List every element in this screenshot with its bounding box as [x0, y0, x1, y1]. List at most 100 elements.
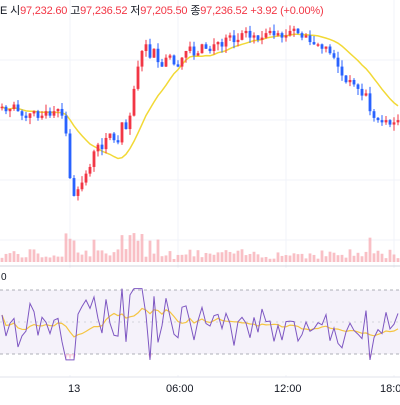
volume-bar	[228, 251, 232, 262]
candle-body	[384, 120, 388, 123]
candle-body	[160, 62, 164, 67]
volume-bar	[300, 253, 304, 262]
volume-bar	[308, 253, 312, 262]
volume-bar	[72, 240, 76, 262]
volume-bar	[376, 250, 380, 262]
main-pane[interactable]	[0, 0, 400, 262]
candle-body	[240, 33, 244, 40]
time-label-1200: 12:00	[274, 383, 302, 395]
volume-bar	[348, 249, 352, 262]
volume-bar	[4, 253, 8, 262]
volume-bar	[112, 252, 116, 262]
candle-body	[300, 33, 304, 38]
volume-bar	[328, 251, 332, 262]
candle-body	[336, 57, 340, 67]
volume-bar	[148, 240, 152, 262]
volume-bar	[96, 250, 100, 262]
candle-body	[92, 151, 96, 167]
volume-bar	[144, 256, 148, 262]
candle-body	[80, 182, 84, 190]
volume-bar	[304, 258, 308, 262]
volume-bar	[80, 254, 84, 262]
volume-bar	[180, 254, 184, 262]
volume-bar	[20, 257, 24, 262]
candlesticks	[0, 24, 400, 201]
candle-body	[100, 144, 104, 150]
candle-body	[328, 46, 332, 54]
volume-bar	[16, 254, 20, 262]
candle-body	[288, 30, 292, 36]
volume-bar	[244, 255, 248, 262]
candle-body	[360, 88, 364, 96]
candle-body	[268, 30, 272, 34]
volume-bar	[40, 257, 44, 262]
volume-bar	[188, 249, 192, 262]
candle-body	[196, 53, 200, 56]
candle-body	[376, 117, 380, 121]
candle-body	[48, 111, 52, 116]
volume-bar	[48, 257, 52, 262]
candle-body	[344, 75, 348, 83]
volume-bar	[68, 238, 72, 262]
volume-bar	[204, 252, 208, 262]
candle-body	[224, 37, 228, 47]
volume-bar	[76, 252, 80, 262]
legend-close-label: 종	[190, 5, 201, 17]
volume-bar	[248, 253, 252, 262]
volume-bar	[12, 251, 16, 262]
candle-body	[176, 64, 180, 67]
candle-body	[368, 93, 372, 112]
volume-bar	[44, 256, 48, 262]
volume-bar	[136, 240, 140, 262]
volume-bar	[160, 256, 164, 262]
volume-bar	[312, 254, 316, 262]
candle-body	[248, 30, 252, 38]
volume-bar	[152, 253, 156, 262]
candle-body	[312, 42, 316, 45]
volume-bar	[320, 250, 324, 262]
candle-body	[316, 44, 320, 46]
candle-body	[20, 111, 24, 116]
volume-bar	[392, 254, 396, 262]
rsi-pane-label: 0	[1, 272, 7, 283]
candle-body	[184, 50, 188, 58]
volume-bar	[280, 255, 284, 262]
candle-body	[320, 44, 324, 49]
volume-bar	[252, 251, 256, 262]
volume-bar	[100, 250, 104, 262]
volume-bar	[92, 239, 96, 262]
volume-bar	[332, 252, 336, 262]
volume-bar	[368, 237, 372, 262]
candle-body	[88, 166, 92, 174]
volume-bar	[108, 255, 112, 262]
volume-bar	[356, 252, 360, 262]
candle-body	[76, 189, 80, 196]
candle-body	[28, 113, 32, 118]
volume-bar	[236, 250, 240, 262]
volume-bar	[140, 234, 144, 262]
candle-body	[44, 111, 48, 116]
volume-bar	[344, 257, 348, 262]
volume-bar	[84, 250, 88, 262]
candle-body	[260, 37, 264, 40]
candle-body	[152, 48, 156, 58]
candle-body	[132, 88, 136, 116]
legend-close-value: 97,236.52	[200, 5, 248, 17]
volume-bar	[316, 258, 320, 262]
candle-body	[296, 28, 300, 34]
candle-body	[180, 57, 184, 67]
legend-high-value: 97,236.52	[80, 5, 128, 17]
candle-body	[8, 108, 12, 112]
volume-bar	[120, 235, 124, 262]
candle-body	[256, 35, 260, 40]
volume-bar	[32, 249, 36, 262]
time-axis[interactable]: 13 06:00 12:00 18:0	[68, 383, 400, 395]
volume-bar	[200, 257, 204, 262]
candle-body	[24, 115, 28, 118]
candle-body	[236, 39, 240, 43]
volume-bar	[8, 253, 12, 262]
candle-body	[232, 35, 236, 43]
candle-body	[304, 35, 308, 38]
